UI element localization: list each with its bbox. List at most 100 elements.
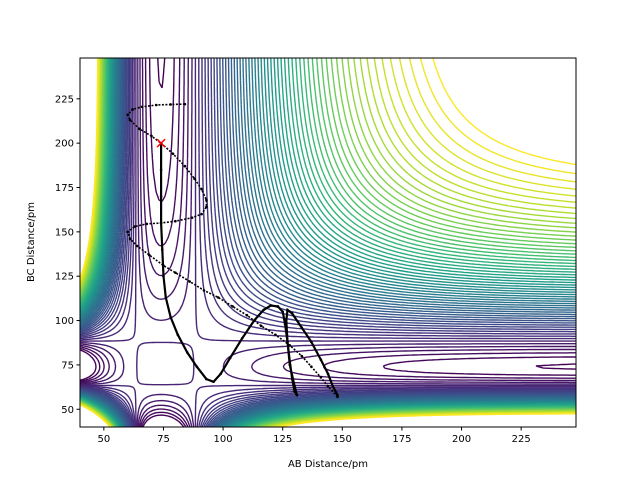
contour-level — [80, 58, 576, 427]
contour-level — [80, 58, 576, 427]
trajectory-point — [126, 113, 129, 117]
trajectory-point — [290, 377, 294, 381]
trajectory-point — [128, 237, 132, 241]
trajectory-point — [126, 230, 129, 234]
trajectory-point — [171, 152, 175, 156]
trajectory-point — [262, 308, 265, 312]
trajectory-point — [288, 360, 292, 363]
trajectory-point — [174, 271, 177, 274]
contour-level — [80, 58, 576, 427]
trajectory-point — [259, 324, 263, 328]
trajectory-point — [276, 305, 280, 308]
y-tick: 50 — [61, 405, 80, 416]
contour-level — [80, 58, 576, 427]
contour-level — [80, 58, 576, 427]
trajectory-point — [133, 225, 137, 228]
x-tick-label: 225 — [512, 434, 531, 445]
trajectory-point — [331, 384, 335, 388]
y-tick: 100 — [55, 316, 80, 327]
contour-level — [80, 58, 576, 427]
contour-level — [80, 58, 576, 427]
contour-level — [80, 58, 576, 427]
trajectory-point — [190, 216, 194, 219]
trajectory-point — [319, 358, 323, 361]
contour-level — [80, 58, 576, 427]
contour-level — [80, 58, 576, 427]
contour-level — [80, 58, 576, 427]
contour-level — [80, 58, 576, 427]
contour-level — [80, 58, 576, 427]
trajectory — [126, 102, 339, 399]
contour-level — [80, 58, 576, 427]
trajectory-point — [150, 134, 153, 138]
trajectory-point — [205, 198, 208, 202]
contour-level — [80, 58, 576, 427]
x-tick-label: 50 — [97, 434, 110, 445]
trajectory-point — [183, 164, 187, 168]
plot-frame — [79, 57, 577, 428]
x-tick-label: 125 — [273, 434, 292, 445]
contour-level — [80, 58, 576, 427]
contour-level — [80, 58, 576, 427]
trajectory-point — [293, 384, 296, 388]
trajectory-point — [219, 372, 222, 376]
y-tick-label: 50 — [61, 405, 74, 416]
y-tick: 175 — [55, 183, 80, 194]
contour-level — [80, 58, 576, 427]
contour-level — [80, 58, 576, 427]
trajectory-point — [155, 103, 158, 107]
y-tick-label: 200 — [55, 139, 74, 150]
trajectory-point — [300, 326, 304, 329]
x-tick: 125 — [273, 427, 292, 445]
trajectory-point — [310, 365, 313, 368]
x-axis-ticks: 50 75 100 125 150 175 200 225 — [97, 427, 531, 445]
y-tick-label: 125 — [55, 272, 74, 283]
contour-level — [80, 58, 576, 427]
contour-level — [80, 58, 576, 427]
x-tick: 225 — [512, 427, 531, 445]
trajectory-point — [169, 103, 172, 106]
y-axis-label: BC Distance/pm — [26, 202, 37, 282]
contour-level — [80, 58, 576, 427]
contour-level — [80, 58, 576, 427]
y-tick: 75 — [61, 360, 80, 371]
trajectory-point — [290, 312, 294, 315]
trajectory-point — [200, 212, 203, 216]
trajectory-point — [319, 376, 323, 379]
trajectory-point — [135, 244, 139, 248]
x-tick-label: 75 — [157, 434, 170, 445]
trajectory-point — [252, 319, 256, 322]
start-marker — [156, 138, 166, 148]
trajectory-point — [274, 333, 277, 337]
trajectory-point — [295, 393, 299, 397]
contour-level — [80, 58, 576, 427]
contour-level — [80, 58, 576, 427]
contour-level — [80, 58, 576, 427]
contour-level — [80, 58, 576, 427]
x-tick: 175 — [392, 427, 411, 445]
contour-level — [80, 58, 576, 427]
trajectory-point — [286, 308, 289, 312]
contour-level — [80, 58, 576, 427]
trajectory-point — [293, 390, 296, 393]
contour-level — [80, 58, 576, 427]
contour-level — [80, 58, 576, 427]
trajectory-point — [169, 315, 172, 319]
x-tick-label: 150 — [333, 434, 352, 445]
trajectory-point — [183, 102, 187, 106]
y-tick: 125 — [55, 272, 80, 283]
trajectory-point — [174, 219, 177, 223]
trajectory-point — [195, 365, 199, 368]
trajectory-point — [205, 377, 208, 381]
trajectory-point — [231, 305, 234, 308]
contour-level — [80, 58, 576, 427]
y-tick: 150 — [55, 227, 80, 238]
y-tick: 200 — [55, 139, 80, 150]
trajectory-point — [186, 351, 189, 354]
contour-level — [80, 58, 576, 427]
trajectory-point — [228, 356, 232, 360]
trajectory-point — [176, 333, 180, 337]
x-tick-label: 200 — [452, 434, 471, 445]
trajectory-point — [288, 363, 292, 367]
trajectory-point — [128, 118, 132, 122]
